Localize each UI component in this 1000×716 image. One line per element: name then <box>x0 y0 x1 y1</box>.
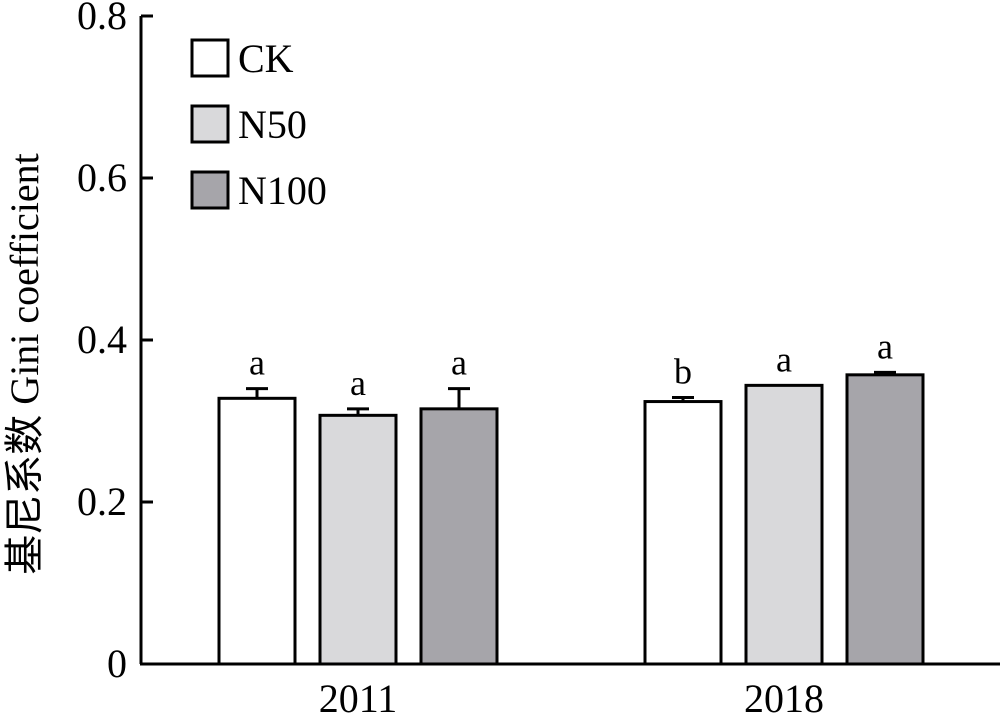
significance-label: a <box>776 339 792 379</box>
y-axis-title: 基尼系数 Gini coefficient <box>2 153 47 574</box>
legend-label-n100: N100 <box>238 168 327 213</box>
legend-swatch-n100 <box>190 170 230 210</box>
y-tick-label: 0.4 <box>77 317 127 362</box>
y-tick-label: 0.6 <box>77 155 127 200</box>
legend-label-n50: N50 <box>238 102 307 147</box>
x-ticks: 2011 2018 <box>319 676 824 716</box>
y-tick-label: 0 <box>107 641 127 686</box>
significance-label: a <box>350 363 366 403</box>
legend: CK N50 N100 <box>190 36 327 213</box>
bar-n50-2018 <box>744 383 824 666</box>
legend-swatch-n50 <box>190 104 230 144</box>
x-tick-label: 2011 <box>319 676 398 716</box>
y-tick-label: 0.8 <box>77 0 127 38</box>
significance-label: a <box>249 343 265 383</box>
y-ticks: 0 0.2 0.4 0.6 0.8 <box>77 0 153 686</box>
bars: aaa b a a <box>217 326 925 666</box>
bar-n100-2011 <box>419 407 499 666</box>
significance-label: a <box>877 326 893 366</box>
bar-ck-2011 <box>217 396 297 666</box>
bar-n50-2011 <box>318 413 398 666</box>
significance-label: a <box>451 343 467 383</box>
x-tick-label: 2018 <box>744 676 824 716</box>
bar-n100-2018 <box>845 373 925 666</box>
bar-ck-2018 <box>643 400 723 666</box>
legend-swatch-ck <box>190 38 230 78</box>
significance-label: b <box>674 352 692 392</box>
legend-label-ck: CK <box>238 36 294 81</box>
y-tick-label: 0.2 <box>77 479 127 524</box>
